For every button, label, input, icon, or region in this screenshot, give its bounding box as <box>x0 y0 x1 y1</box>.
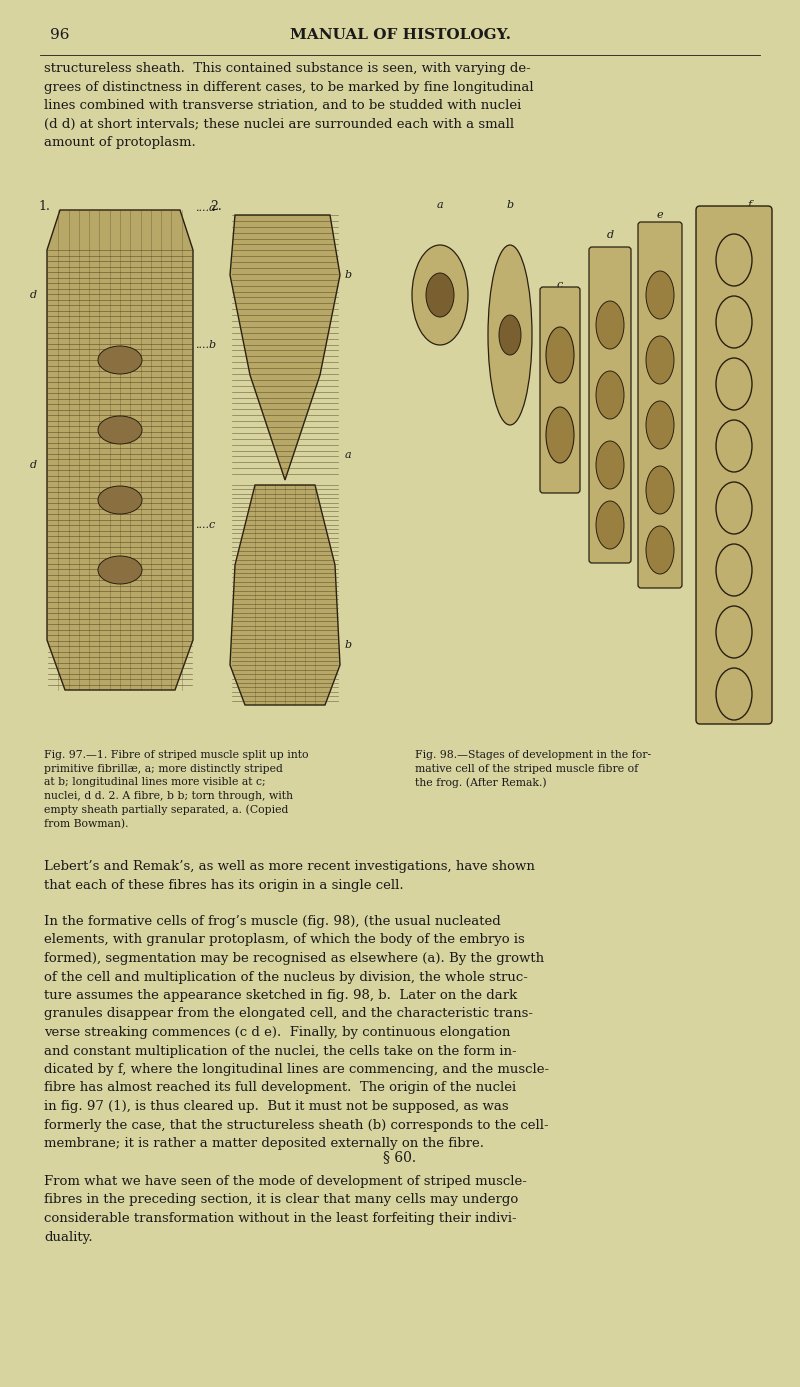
Ellipse shape <box>412 245 468 345</box>
Ellipse shape <box>546 327 574 383</box>
FancyBboxPatch shape <box>638 222 682 588</box>
Text: d: d <box>30 460 37 470</box>
Ellipse shape <box>716 295 752 348</box>
Ellipse shape <box>716 483 752 534</box>
Text: § 60.: § 60. <box>383 1150 417 1164</box>
Polygon shape <box>230 485 340 705</box>
Ellipse shape <box>426 273 454 318</box>
Ellipse shape <box>596 301 624 350</box>
Ellipse shape <box>716 544 752 596</box>
Text: b: b <box>345 270 352 280</box>
Text: c: c <box>557 280 563 290</box>
Ellipse shape <box>646 336 674 384</box>
Text: In the formative cells of frog’s muscle (fig. 98), (the usual nucleated
elements: In the formative cells of frog’s muscle … <box>44 915 549 1150</box>
Ellipse shape <box>98 416 142 444</box>
Ellipse shape <box>488 245 532 424</box>
Text: 2.: 2. <box>210 200 222 214</box>
FancyBboxPatch shape <box>540 287 580 492</box>
Text: e: e <box>657 209 663 221</box>
Ellipse shape <box>596 370 624 419</box>
Text: Fig. 97.—1. Fibre of striped muscle split up into
primitive fibrillæ, a; more di: Fig. 97.—1. Fibre of striped muscle spli… <box>44 750 309 829</box>
Ellipse shape <box>646 401 674 449</box>
Text: d: d <box>606 230 614 240</box>
FancyBboxPatch shape <box>696 207 772 724</box>
Ellipse shape <box>716 234 752 286</box>
Text: From what we have seen of the mode of development of striped muscle-
fibres in t: From what we have seen of the mode of de… <box>44 1175 527 1244</box>
Text: 1.: 1. <box>38 200 50 214</box>
Text: f: f <box>748 200 752 209</box>
Ellipse shape <box>716 420 752 472</box>
Text: ....c: ....c <box>195 520 215 530</box>
Polygon shape <box>47 209 193 689</box>
Ellipse shape <box>98 485 142 515</box>
Text: Lebert’s and Remak’s, as well as more recent investigations, have shown
that eac: Lebert’s and Remak’s, as well as more re… <box>44 860 535 892</box>
Text: structureless sheath.  This contained substance is seen, with varying de-
grees : structureless sheath. This contained sub… <box>44 62 534 148</box>
Text: a: a <box>345 449 352 460</box>
Ellipse shape <box>546 406 574 463</box>
Text: d: d <box>30 290 37 300</box>
Text: ....a: ....a <box>195 203 216 214</box>
Text: Fig. 98.—Stages of development in the for-
mative cell of the striped muscle fib: Fig. 98.—Stages of development in the fo… <box>415 750 651 788</box>
Text: b: b <box>506 200 514 209</box>
Ellipse shape <box>646 466 674 515</box>
Text: ....b: ....b <box>195 340 216 350</box>
Text: a: a <box>437 200 443 209</box>
Ellipse shape <box>98 345 142 374</box>
Ellipse shape <box>646 270 674 319</box>
Polygon shape <box>230 215 340 480</box>
Ellipse shape <box>98 556 142 584</box>
Ellipse shape <box>596 441 624 490</box>
Text: MANUAL OF HISTOLOGY.: MANUAL OF HISTOLOGY. <box>290 28 510 42</box>
FancyBboxPatch shape <box>589 247 631 563</box>
Text: b: b <box>345 639 352 651</box>
Ellipse shape <box>646 526 674 574</box>
Ellipse shape <box>716 358 752 411</box>
Ellipse shape <box>499 315 521 355</box>
Ellipse shape <box>596 501 624 549</box>
Text: 96: 96 <box>50 28 70 42</box>
Ellipse shape <box>716 669 752 720</box>
Ellipse shape <box>716 606 752 657</box>
